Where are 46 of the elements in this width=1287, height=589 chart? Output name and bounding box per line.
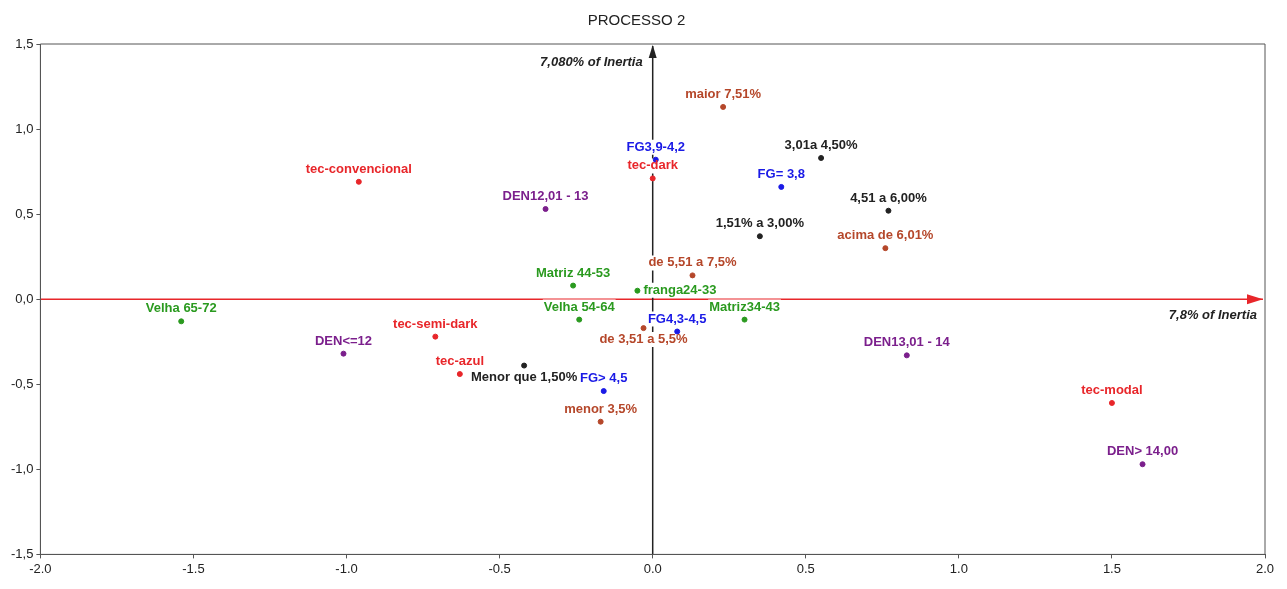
ref-line-label: 7,080% of Inertia: [540, 54, 643, 70]
y-tick-label: -0,5: [10, 375, 34, 391]
annotation: franga24-33: [643, 281, 717, 297]
chart-title: PROCESSO 2: [587, 11, 686, 29]
annotation: FG= 3,8: [757, 165, 805, 181]
annotation: DEN13,01 - 14: [863, 334, 951, 350]
annotation: 4,51 a 6,00%: [850, 189, 928, 205]
x-tick-label: -0.5: [488, 560, 511, 576]
x-tick-label: -2.0: [29, 560, 52, 576]
y-tick-label: 1,5: [15, 35, 34, 51]
annotation: de 5,51 a 7,5%: [648, 254, 738, 270]
annotation: FG4,3-4,5: [647, 310, 707, 326]
annotation: tec-azul: [435, 353, 485, 369]
annotation: 3,01a 4,50%: [784, 137, 859, 153]
annotation: menor 3,5%: [564, 400, 638, 416]
annotation: FG> 4,5: [580, 370, 628, 386]
annotation: DEN> 14,00: [1106, 443, 1179, 459]
x-tick-label: 1.0: [949, 560, 968, 576]
annotation: Matriz 44-53: [535, 264, 611, 280]
annotation: Velha 65-72: [145, 300, 217, 316]
x-tick-label: 0.0: [643, 560, 662, 576]
annotation: tec-convencional: [305, 160, 412, 176]
annotation: Matriz34-43: [709, 298, 780, 314]
y-tick-label: -1,5: [10, 545, 34, 561]
annotation: DEN<=12: [314, 332, 373, 348]
y-tick-label: -1,0: [10, 460, 34, 476]
x-tick-label: -1.5: [182, 560, 205, 576]
annotation: FG3,9-4,2: [626, 138, 686, 154]
x-tick-label: 2.0: [1255, 560, 1275, 576]
y-tick-label: 0,0: [15, 290, 34, 306]
y-tick-label: 0,5: [15, 205, 34, 221]
annotation: maior 7,51%: [685, 86, 762, 102]
annotation: Velha 54-64: [543, 298, 616, 314]
x-tick-label: 1.5: [1102, 560, 1121, 576]
annotation: DEN12,01 - 13: [502, 188, 589, 204]
annotation: tec-modal: [1081, 382, 1143, 398]
x-tick-label: 0.5: [796, 560, 815, 576]
annotation: tec-dark: [627, 157, 679, 173]
y-tick-label: 1,0: [15, 120, 34, 136]
x-tick-label: -1.0: [335, 560, 358, 576]
legend-label: 7,8% of Inertia: [1168, 307, 1257, 323]
annotation: tec-semi-dark: [393, 315, 479, 331]
annotation: 1,51% a 3,00%: [715, 215, 805, 231]
annotation: acima de 6,01%: [837, 227, 934, 243]
annotation: de 3,51 a 5,5%: [599, 331, 689, 347]
annotation: Menor que 1,50%: [471, 368, 578, 384]
